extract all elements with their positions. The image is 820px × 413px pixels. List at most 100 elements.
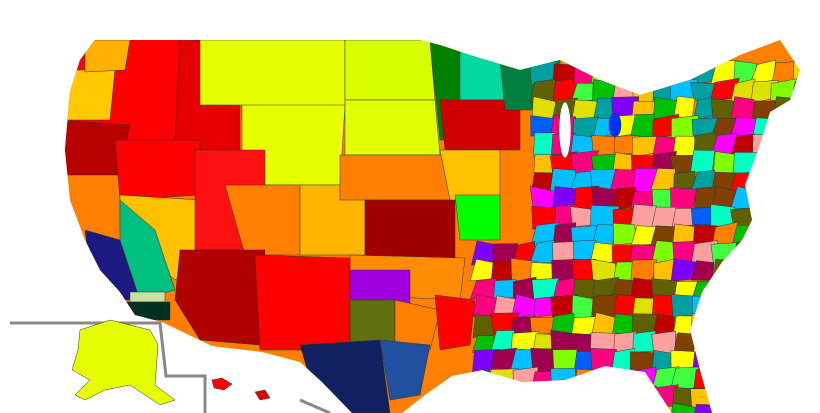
region [629,402,657,413]
region [793,100,800,123]
region [752,313,778,335]
region [731,330,759,354]
region [729,276,758,301]
region [750,368,776,392]
region [790,403,800,413]
region [710,329,737,356]
region [611,371,635,392]
region [454,194,501,241]
region [772,150,798,175]
region [750,243,777,264]
region [791,189,800,209]
region [713,151,737,173]
region [570,384,597,408]
region [791,205,800,228]
region [750,330,779,355]
region [349,299,396,346]
region [673,332,701,354]
lake [558,101,572,159]
region [84,40,131,73]
region [711,367,738,391]
region [730,403,759,413]
region [590,347,617,373]
hawaii [211,377,233,391]
region [751,168,777,191]
region [790,312,800,337]
region [672,315,701,336]
region [733,260,759,284]
region [730,349,758,374]
region [790,387,800,408]
region [254,254,351,351]
region [733,294,760,319]
region [770,297,797,320]
region [793,59,800,84]
region [751,385,780,408]
region [730,313,755,335]
region [608,112,622,138]
region [770,388,798,409]
region [690,149,716,174]
region [490,404,518,413]
region [710,404,737,413]
region [710,296,739,321]
region [752,151,780,175]
region [710,242,740,266]
region [531,385,558,408]
region [792,225,800,248]
region [791,280,800,301]
region [691,295,718,320]
region [693,332,715,354]
region [773,171,800,192]
region [612,294,635,318]
region [493,279,517,301]
region [712,278,739,301]
region [712,259,739,282]
region [773,350,800,375]
alaska [71,319,176,406]
region [773,313,800,338]
region [344,99,441,156]
region [65,69,116,121]
region [751,225,778,247]
region [730,96,755,120]
region [609,61,640,84]
region [124,301,171,321]
region [299,339,391,413]
region [339,154,451,201]
region [394,299,441,351]
region [733,152,758,174]
region [651,60,677,85]
region [771,279,799,301]
region [753,404,779,413]
region [590,405,615,413]
region [472,384,496,409]
region [492,387,517,409]
hawaii [254,389,271,401]
region [790,368,800,390]
region [789,149,800,177]
region [770,368,797,391]
region [750,259,780,283]
region [771,206,799,229]
region [114,139,201,201]
region [434,294,476,351]
region [590,385,615,407]
region [510,384,537,409]
region [549,404,577,413]
region [712,312,735,338]
region [769,259,798,283]
region [513,401,538,413]
region [632,366,657,392]
region [769,135,800,156]
region [631,385,657,408]
region [751,351,780,373]
region [772,187,799,211]
region [570,401,598,413]
region [439,99,521,151]
region [670,402,698,413]
region [344,40,436,101]
region [750,275,780,301]
region [379,339,431,401]
